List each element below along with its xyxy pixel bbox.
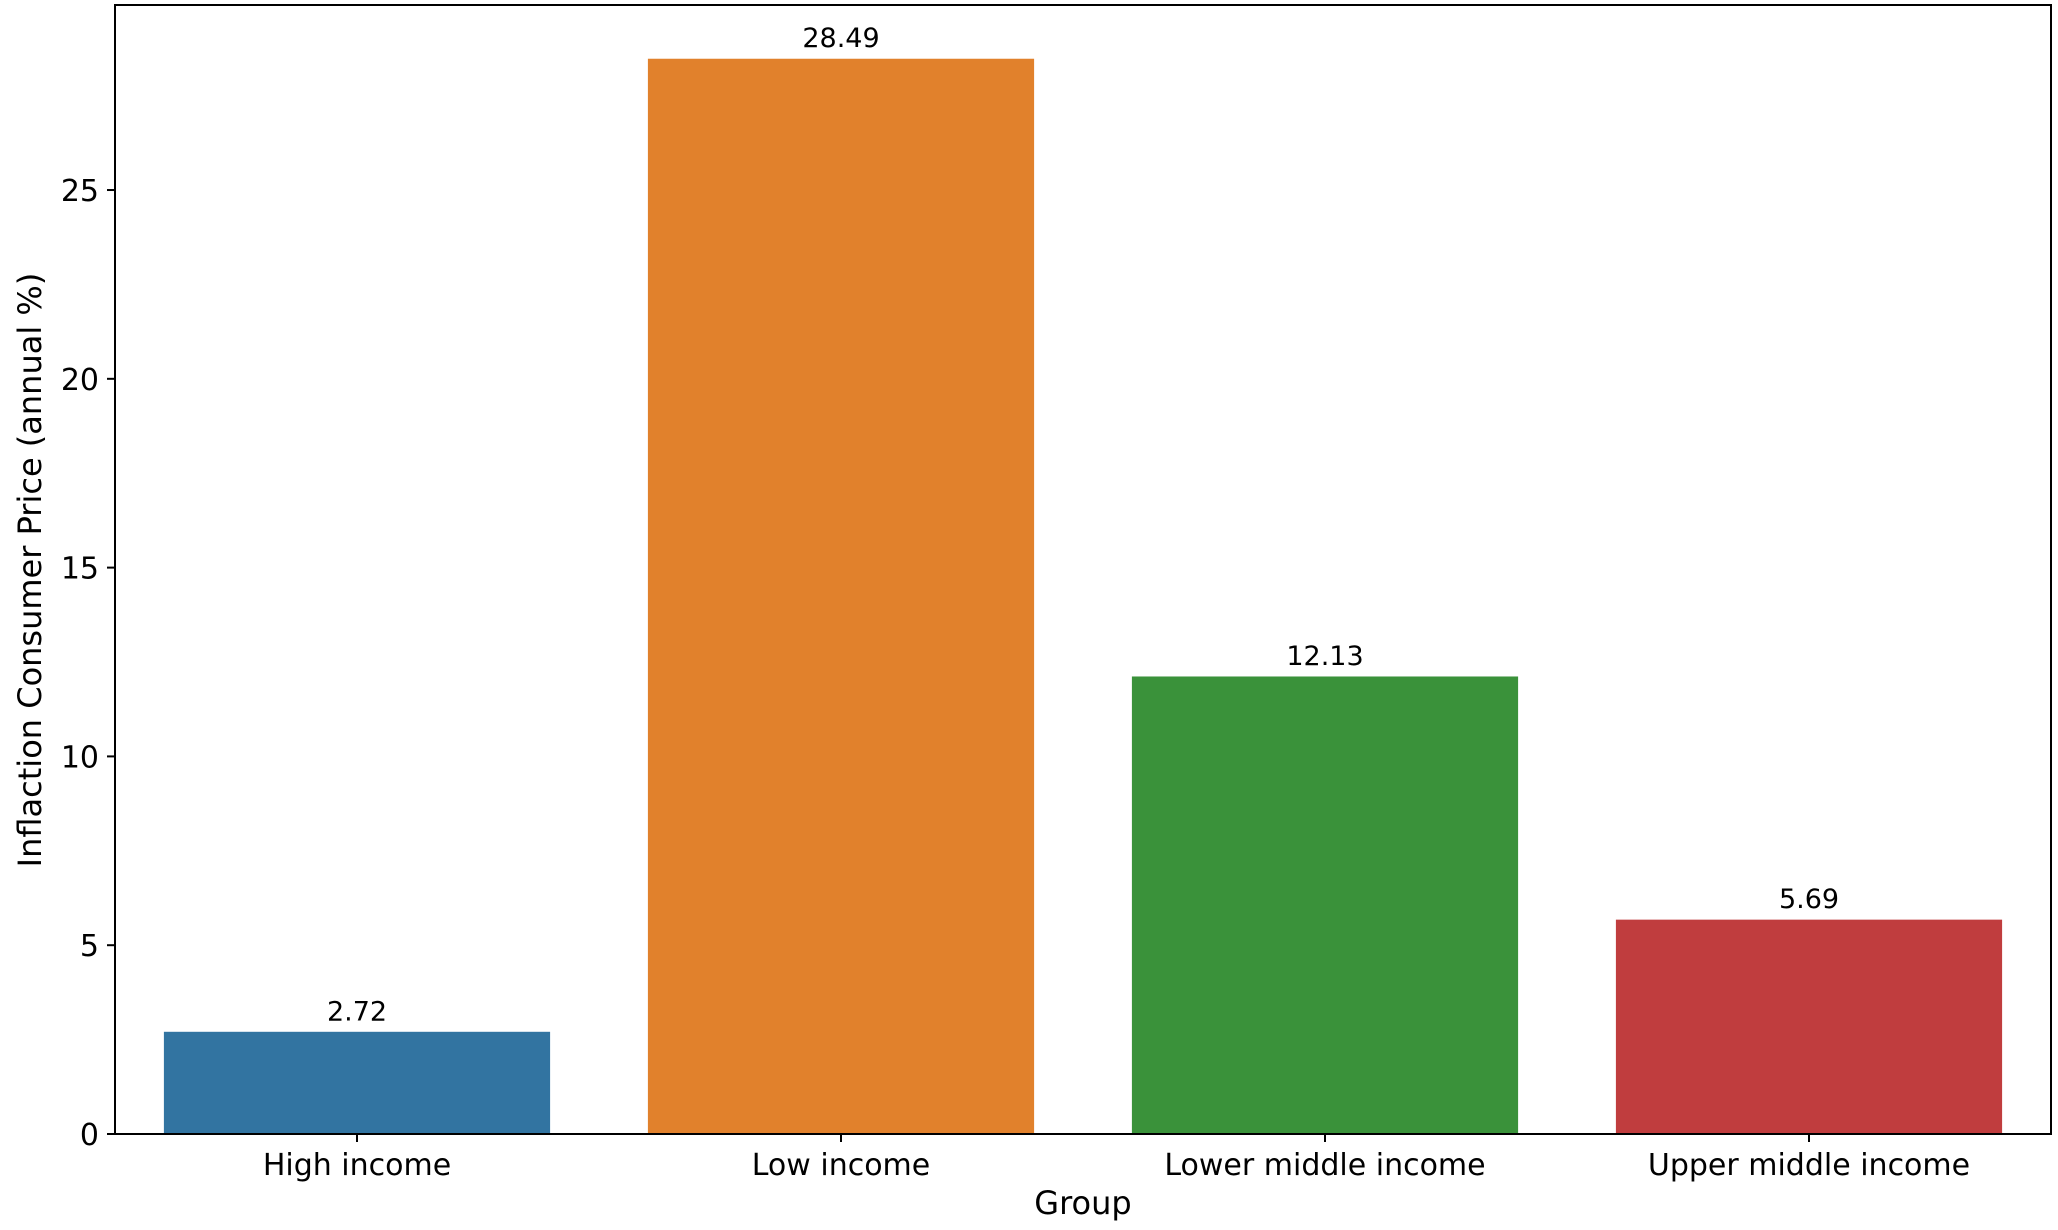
y-tick-label: 5 xyxy=(80,929,99,964)
x-tick-label-lower-middle-income: Lower middle income xyxy=(1164,1148,1485,1183)
y-tick-label: 20 xyxy=(61,363,99,398)
bar-lower-middle-income xyxy=(1130,675,1520,1135)
bars xyxy=(162,57,2004,1135)
bar-value-label-low-income: 28.49 xyxy=(802,23,879,54)
bar-low-income xyxy=(646,57,1036,1135)
bar-high-income xyxy=(162,1030,552,1135)
bar-value-label-high-income: 2.72 xyxy=(327,996,387,1027)
y-tick-label: 10 xyxy=(61,740,99,775)
y-tick-label: 25 xyxy=(61,174,99,209)
y-axis: 0 5 10 15 20 25 xyxy=(61,174,115,1153)
y-tick-label: 15 xyxy=(61,552,99,587)
y-tick-label: 0 xyxy=(80,1118,99,1153)
bar-value-label-upper-middle-income: 5.69 xyxy=(1779,884,1839,915)
x-tick-label-upper-middle-income: Upper middle income xyxy=(1648,1148,1970,1183)
bar-upper-middle-income xyxy=(1614,918,2004,1135)
plot-frame xyxy=(114,4,2052,1135)
x-tick-label-high-income: High income xyxy=(263,1148,451,1183)
bar-value-labels: 2.72 28.49 12.13 5.69 xyxy=(327,23,1839,1027)
x-axis-title: Group xyxy=(1034,1184,1131,1222)
bar-value-label-lower-middle-income: 12.13 xyxy=(1286,641,1363,672)
x-axis: High income Low income Lower middle income… xyxy=(263,1134,1970,1183)
y-axis-title: Inflaction Consumer Price (annual %) xyxy=(11,273,49,868)
x-tick-label-low-income: Low income xyxy=(752,1148,931,1183)
